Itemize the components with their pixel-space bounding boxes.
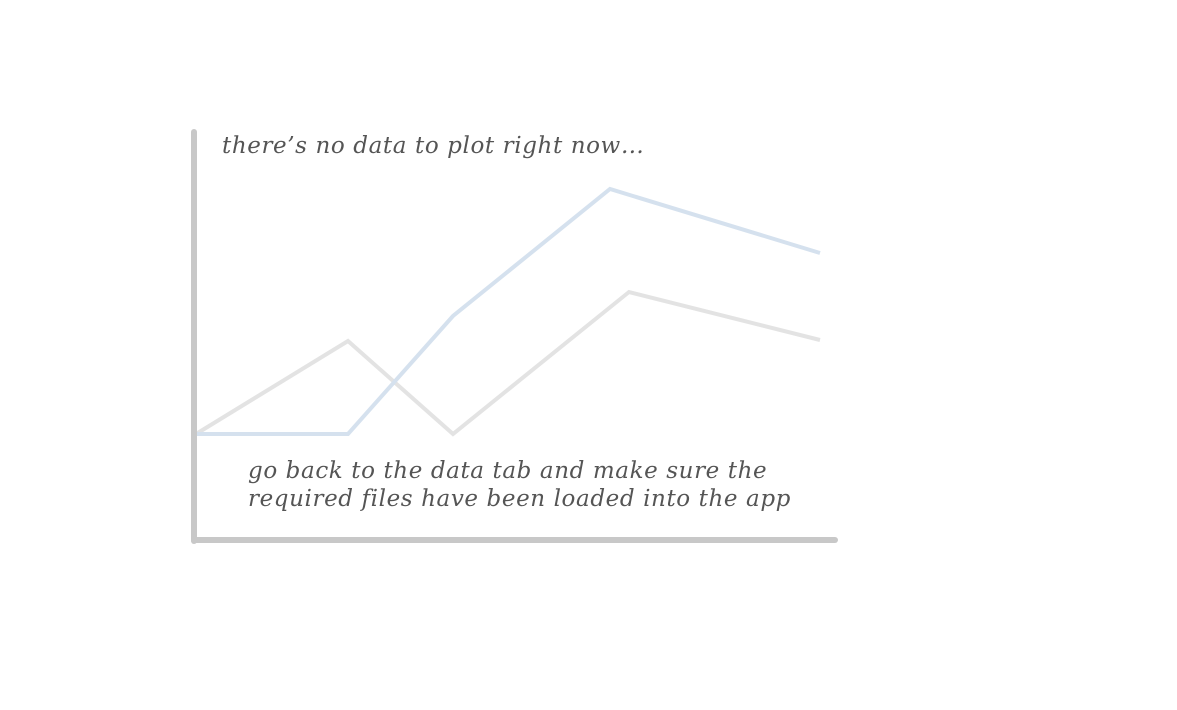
empty-state-hint-line-1: go back to the data tab and make sure th… bbox=[248, 458, 768, 484]
placeholder-line-blue bbox=[196, 186, 821, 436]
placeholder-line-grey bbox=[194, 289, 821, 437]
empty-state-title: there’s no data to plot right now… bbox=[222, 133, 645, 159]
empty-state-hint: go back to the data tab and make sure th… bbox=[248, 457, 791, 513]
empty-state-hint-line-2: required files have been loaded into the… bbox=[248, 486, 791, 512]
